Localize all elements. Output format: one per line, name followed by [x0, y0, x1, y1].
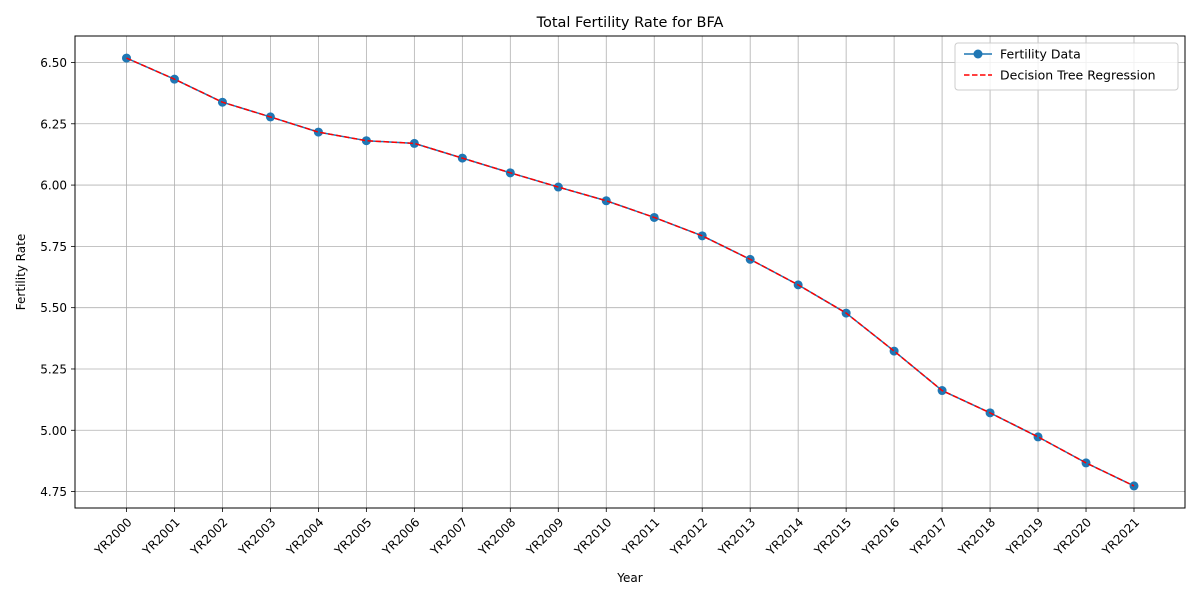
series-layer — [122, 53, 1139, 491]
y-axis-title: Fertility Rate — [14, 234, 28, 310]
y-tick-label: 4.75 — [40, 485, 67, 499]
data-point-fertility — [361, 136, 371, 146]
legend-label-decision-tree: Decision Tree Regression — [1000, 68, 1156, 83]
y-tick-label: 6.50 — [40, 56, 67, 70]
legend-box — [954, 42, 1179, 91]
plot-frame — [74, 35, 1186, 509]
data-point-fertility — [313, 127, 323, 137]
legend-label-fertility-data: Fertility Data — [1000, 47, 1081, 62]
grid — [75, 36, 1185, 508]
y-tick-label: 5.00 — [40, 424, 67, 438]
y-tick-label: 5.25 — [40, 362, 67, 376]
chart-title: Total Fertility Rate for BFA — [536, 15, 724, 31]
series-line-decision-tree — [126, 57, 1135, 487]
legend: Fertility Data Decision Tree Regression — [954, 42, 1179, 91]
data-point-fertility — [601, 196, 611, 206]
y-tick-label: 6.25 — [40, 117, 67, 131]
y-tick-label: 5.50 — [40, 301, 67, 315]
data-point-fertility — [1033, 432, 1043, 442]
data-point-fertility — [409, 138, 419, 148]
legend-marker-fertility-data — [973, 49, 983, 59]
y-tick-label: 5.75 — [40, 240, 67, 254]
y-axis-ticks: 4.75 5.00 5.25 5.50 5.75 6.00 6.25 6.50 — [40, 56, 75, 499]
y-tick-label: 6.00 — [40, 179, 67, 193]
x-axis-title: Year — [616, 571, 642, 585]
